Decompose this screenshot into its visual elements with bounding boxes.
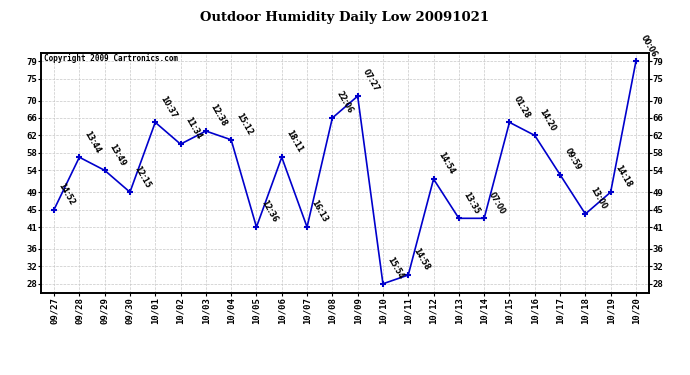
Text: 14:52: 14:52 <box>57 182 77 207</box>
Text: 11:34: 11:34 <box>184 116 203 141</box>
Text: 07:27: 07:27 <box>360 68 380 93</box>
Text: 07:00: 07:00 <box>487 190 507 216</box>
Text: 13:00: 13:00 <box>588 186 608 211</box>
Text: 09:59: 09:59 <box>563 147 582 172</box>
Text: 15:54: 15:54 <box>386 256 406 281</box>
Text: 12:38: 12:38 <box>208 103 228 128</box>
Text: 12:15: 12:15 <box>132 164 152 189</box>
Text: 13:44: 13:44 <box>82 129 102 154</box>
Text: 18:11: 18:11 <box>284 129 304 154</box>
Text: Copyright 2009 Cartronics.com: Copyright 2009 Cartronics.com <box>44 54 179 63</box>
Text: 10:37: 10:37 <box>158 94 178 120</box>
Text: 14:54: 14:54 <box>436 151 456 176</box>
Text: 15:12: 15:12 <box>234 112 254 137</box>
Text: 13:35: 13:35 <box>462 190 482 216</box>
Text: 16:13: 16:13 <box>310 199 330 224</box>
Text: 14:20: 14:20 <box>538 107 558 133</box>
Text: 13:49: 13:49 <box>108 142 127 168</box>
Text: 14:58: 14:58 <box>411 247 431 272</box>
Text: 12:36: 12:36 <box>259 199 279 224</box>
Text: 14:18: 14:18 <box>613 164 633 189</box>
Text: 00:06: 00:06 <box>639 33 658 58</box>
Text: 01:28: 01:28 <box>512 94 532 120</box>
Text: 22:06: 22:06 <box>335 90 355 115</box>
Text: Outdoor Humidity Daily Low 20091021: Outdoor Humidity Daily Low 20091021 <box>200 11 490 24</box>
